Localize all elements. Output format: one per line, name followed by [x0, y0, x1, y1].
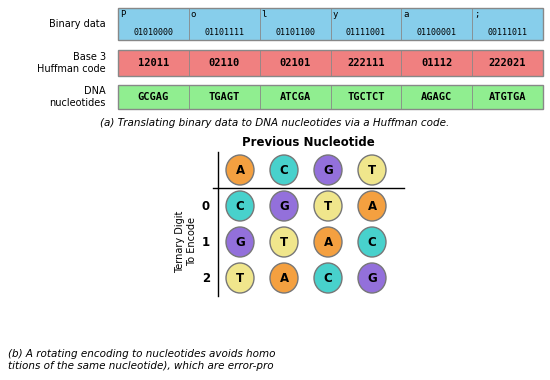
Text: Previous Nucleotide: Previous Nucleotide: [241, 136, 375, 149]
Text: A: A: [235, 163, 245, 176]
Text: ATGTGA: ATGTGA: [489, 92, 526, 102]
Ellipse shape: [270, 155, 298, 185]
Text: 0: 0: [202, 200, 210, 212]
Text: 2: 2: [202, 271, 210, 285]
Text: G: G: [235, 236, 245, 249]
Text: 222021: 222021: [489, 58, 526, 68]
Text: y: y: [333, 10, 338, 19]
Ellipse shape: [314, 191, 342, 221]
Ellipse shape: [314, 227, 342, 257]
Text: TGCTCT: TGCTCT: [347, 92, 384, 102]
Text: 222111: 222111: [347, 58, 384, 68]
Ellipse shape: [226, 191, 254, 221]
Text: C: C: [279, 163, 288, 176]
Text: o: o: [191, 10, 196, 19]
Text: AGAGC: AGAGC: [421, 92, 452, 102]
Ellipse shape: [270, 263, 298, 293]
Text: T: T: [368, 163, 376, 176]
Text: A: A: [367, 200, 377, 212]
Ellipse shape: [358, 227, 386, 257]
Bar: [118, 8, 543, 40]
Ellipse shape: [314, 263, 342, 293]
Text: 01100001: 01100001: [417, 28, 456, 37]
Text: A: A: [323, 236, 333, 249]
Text: TGAGT: TGAGT: [208, 92, 240, 102]
Text: titions of the same nucleotide), which are error-pro: titions of the same nucleotide), which a…: [8, 361, 274, 371]
Text: P: P: [120, 10, 125, 19]
Ellipse shape: [226, 263, 254, 293]
Text: 02101: 02101: [279, 58, 311, 68]
Text: 01112: 01112: [421, 58, 452, 68]
Ellipse shape: [270, 227, 298, 257]
Text: Base 3
Huffman code: Base 3 Huffman code: [37, 52, 106, 74]
Text: C: C: [323, 271, 332, 285]
Text: 00111011: 00111011: [488, 28, 527, 37]
Text: C: C: [235, 200, 244, 212]
Text: 01101100: 01101100: [275, 28, 315, 37]
Ellipse shape: [314, 155, 342, 185]
Ellipse shape: [358, 263, 386, 293]
Bar: [118, 85, 543, 109]
Text: a: a: [403, 10, 409, 19]
Text: ATCGA: ATCGA: [279, 92, 311, 102]
Ellipse shape: [358, 191, 386, 221]
Text: G: G: [323, 163, 333, 176]
Text: T: T: [324, 200, 332, 212]
Text: GCGAG: GCGAG: [138, 92, 169, 102]
Text: G: G: [279, 200, 289, 212]
Text: l: l: [262, 10, 267, 19]
Text: G: G: [367, 271, 377, 285]
Text: 1: 1: [202, 236, 210, 249]
Text: ;: ;: [474, 10, 480, 19]
Ellipse shape: [226, 227, 254, 257]
Ellipse shape: [226, 155, 254, 185]
Bar: [118, 50, 543, 76]
Text: DNA
nucleotides: DNA nucleotides: [50, 86, 106, 108]
Text: (a) Translating binary data to DNA nucleotides via a Huffman code.: (a) Translating binary data to DNA nucle…: [100, 118, 450, 128]
Text: 01111001: 01111001: [346, 28, 386, 37]
Text: 12011: 12011: [138, 58, 169, 68]
Text: T: T: [236, 271, 244, 285]
Text: T: T: [280, 236, 288, 249]
Ellipse shape: [270, 191, 298, 221]
Text: C: C: [367, 236, 376, 249]
Ellipse shape: [358, 155, 386, 185]
Text: 02110: 02110: [208, 58, 240, 68]
Text: Ternary Digit
To Encode: Ternary Digit To Encode: [175, 211, 197, 273]
Text: A: A: [279, 271, 289, 285]
Text: Binary data: Binary data: [50, 19, 106, 29]
Text: 01010000: 01010000: [134, 28, 173, 37]
Text: (b) A rotating encoding to nucleotides avoids homo: (b) A rotating encoding to nucleotides a…: [8, 349, 276, 359]
Text: 01101111: 01101111: [204, 28, 244, 37]
